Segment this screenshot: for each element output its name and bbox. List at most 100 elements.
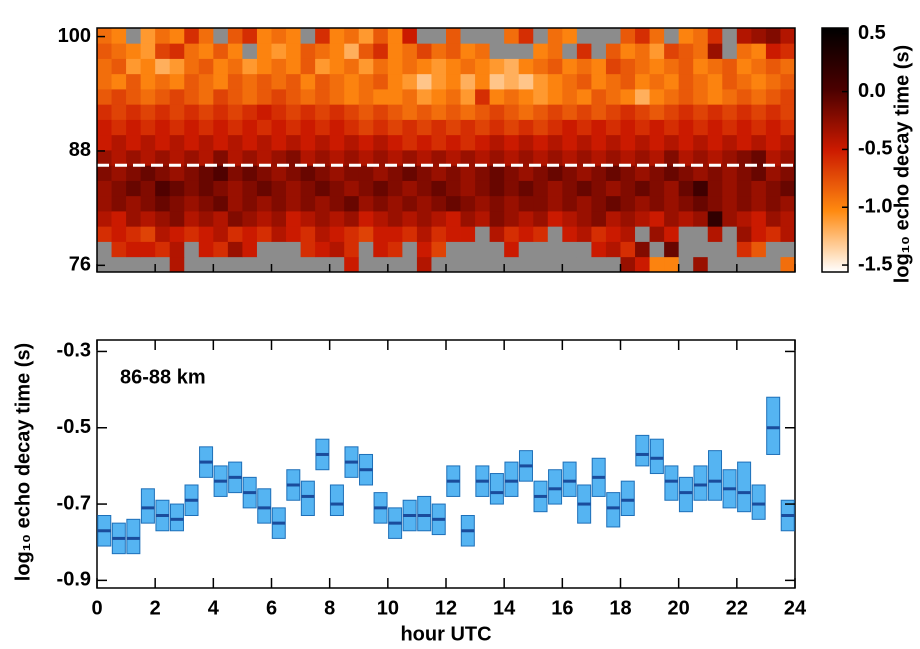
heatmap-cell [664,104,680,120]
heatmap-cell [635,43,650,59]
heatmap-cell [562,89,578,105]
heatmap-cell [649,43,665,59]
heatmap-cell [387,241,403,258]
heatmap-cell [664,226,680,242]
heatmap-cell [329,226,345,242]
heatmap-cell [562,104,578,120]
heatmap-cell [736,211,752,227]
x-tick-label: 12 [435,597,457,619]
heatmap-cell [562,134,578,151]
heatmap-cell [213,241,229,258]
heatmap-cell [271,165,287,181]
heatmap-cell [344,165,360,181]
heatmap-cell [169,195,185,212]
heatmap-cell [329,180,345,197]
heatmap-cell [678,165,694,181]
heatmap-cell [780,134,796,151]
missing-cell [271,241,287,258]
heatmap-cell [707,211,723,227]
heatmap-cell [402,119,418,136]
heatmap-cell [576,58,592,75]
heatmap-cell [751,104,767,120]
heatmap-cell [358,165,374,181]
heatmap-cell [562,226,578,242]
heatmap-cell [664,256,680,273]
heatmap-cell [111,241,127,258]
heatmap-cell [780,28,796,44]
heatmap-cell [635,150,650,166]
heatmap-cell [780,119,796,136]
heatmap-cell [198,150,214,166]
missing-cell [431,28,447,44]
heatmap-cell [227,180,243,197]
heatmap-cell [576,150,592,166]
heatmap-cell [562,211,578,227]
heatmap-cell [256,58,272,75]
heatmap-cell [402,58,418,75]
heatmap-cell [736,104,752,120]
heatmap-cell [620,150,636,166]
missing-cell [518,43,534,59]
heatmap-cell [765,165,781,181]
heatmap-cell [649,165,665,181]
heatmap-cell [97,28,112,44]
heatmap-cell [751,241,767,258]
heatmap-cell [126,58,142,75]
heatmap-cell [678,58,694,75]
heatmap-cell [780,89,796,105]
heatmap-cell [184,195,200,212]
heatmap-cell [227,195,243,212]
missing-cell [489,28,505,44]
heatmap-cell [227,58,243,75]
missing-cell [591,256,607,273]
heatmap-cell [402,211,418,227]
heatmap-cell [126,104,142,120]
heatmap-cell [591,226,607,242]
missing-cell [605,28,621,44]
heatmap-cell [416,134,432,151]
heatmap-cell [155,43,171,59]
heatmap-cell [722,104,738,120]
heatmap-cell [605,43,621,59]
heatmap-cell [446,104,461,120]
missing-cell [286,241,301,258]
heatmap-cell [504,180,520,197]
heatmap-cell [591,73,607,90]
heatmap-cell [736,119,752,136]
heatmap-cell [751,58,767,75]
heatmap-cell [198,119,214,136]
heatmap-cell [286,180,301,197]
heatmap-cell [460,150,476,166]
heatmap-cell [271,119,287,136]
missing-cell [256,241,272,258]
heatmap-cell [489,104,505,120]
heatmap-cell [329,89,345,105]
heatmap-cell [111,195,127,212]
heatmap-cell [620,58,636,75]
heatmap-cell [300,134,316,151]
heatmap-cell [97,180,112,197]
heatmap-cell [765,226,781,242]
heatmap-cell [198,195,214,212]
heatmap-cell [387,73,403,90]
heatmap-cell [707,195,723,212]
heatmap-cell [126,180,142,197]
heatmap-cell [707,28,723,44]
missing-cell [591,28,607,44]
heatmap-cell [533,134,549,151]
heatmap-cell [475,119,491,136]
missing-cell [111,256,127,273]
heatmap-cell [97,119,112,136]
heatmap-cell [489,58,505,75]
heatmap-cell [707,119,723,136]
heatmap-cell [649,256,665,273]
heatmap-cell [620,73,636,90]
missing-cell [402,256,418,273]
heatmap-cell [489,195,505,212]
heatmap-cell [446,134,461,151]
heatmap-cell [373,150,389,166]
box-panel: -0.3-0.5-0.7-0.90 2 4 6 8 10 12 14 16 18 20 22 2486-… [12,339,807,645]
x-tick-label: 6 [266,597,277,619]
heatmap-cell [707,73,723,90]
